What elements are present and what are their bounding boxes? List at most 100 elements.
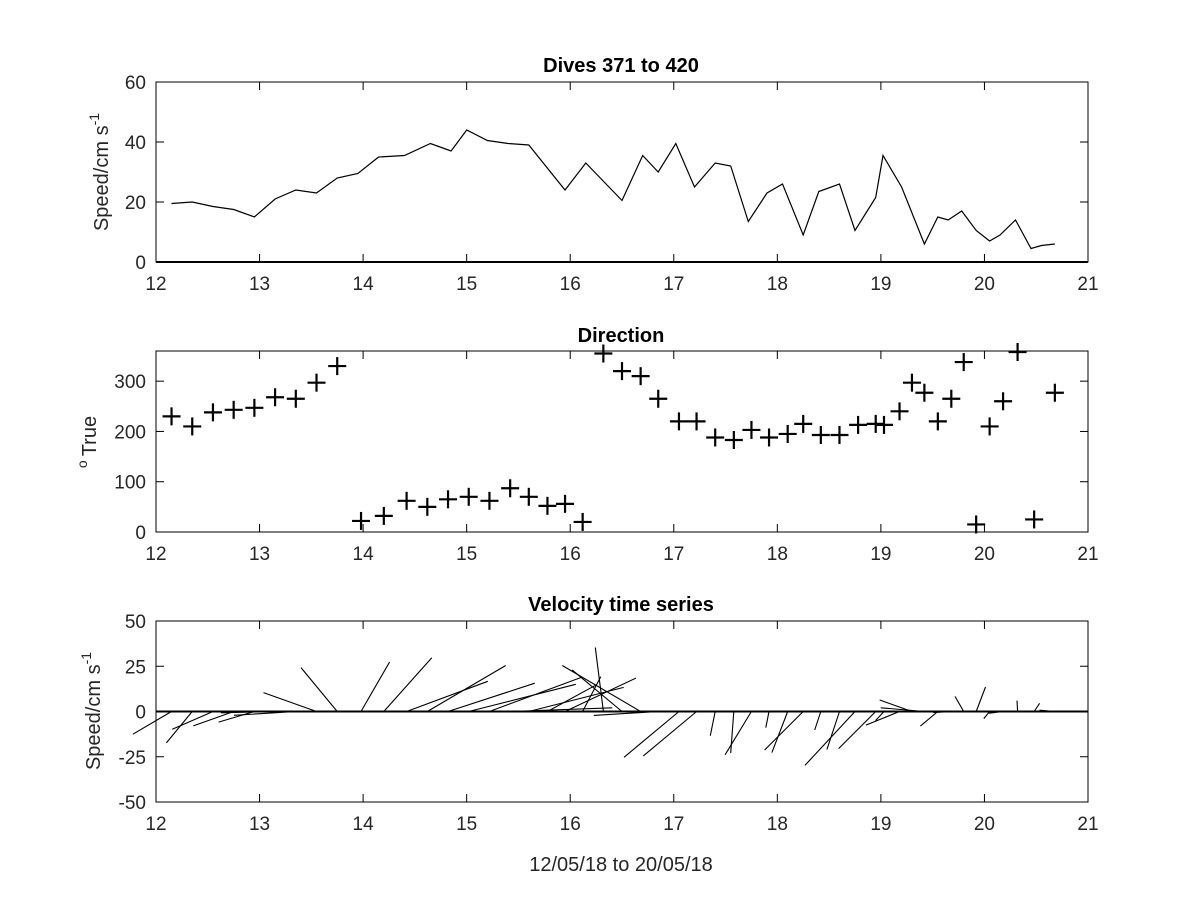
velocity-stick (132, 711, 172, 735)
x-tick-label: 18 (767, 274, 788, 295)
direction-point (374, 506, 393, 525)
velocity-stick (406, 680, 488, 713)
x-tick-label: 21 (1077, 814, 1098, 835)
speed-panel: Dives 371 to 420 Speed/cm s-1 12 13 14 15 16… (86, 55, 1099, 295)
velocity-stick (594, 647, 604, 712)
velocity-stick (383, 657, 433, 712)
velocity-stick (880, 707, 925, 713)
velocity-stick (983, 711, 991, 719)
velocity-stick (468, 683, 576, 713)
direction-point (501, 479, 520, 498)
direction-panel-x-axis: 12 13 14 15 16 17 18 19 20 21 (145, 351, 1099, 565)
velocity-stick (765, 711, 770, 728)
direction-point (397, 491, 416, 510)
velocity-stick (933, 710, 952, 714)
velocity-stick (593, 710, 659, 716)
direction-point (538, 496, 557, 515)
x-tick-label: 17 (663, 814, 684, 835)
x-tick-label: 21 (1077, 274, 1098, 295)
direction-point (328, 357, 347, 376)
direction-point (224, 400, 243, 419)
y-tick-label: -25 (119, 748, 146, 769)
velocity-stick (642, 711, 697, 757)
direction-panel-ylabel: oTrue (74, 416, 101, 468)
direction-point (902, 373, 921, 392)
x-tick-label: 20 (974, 544, 995, 565)
velocity-panel-title: Velocity time series (528, 594, 714, 616)
velocity-stick (709, 711, 716, 736)
direction-point (760, 428, 779, 447)
direction-point (266, 388, 285, 407)
direction-point (724, 430, 743, 449)
velocity-stick (233, 710, 296, 716)
direction-point (830, 425, 849, 444)
direction-point (811, 425, 830, 444)
direction-point (649, 389, 668, 408)
direction-point (849, 415, 868, 434)
direction-point (742, 420, 761, 439)
velocity-stick (193, 710, 234, 727)
x-tick-label: 14 (353, 814, 375, 835)
direction-point (687, 412, 706, 431)
direction-point (439, 490, 458, 509)
velocity-stick (571, 669, 623, 712)
x-tick-label: 12 (145, 814, 166, 835)
x-tick-label: 15 (456, 274, 477, 295)
velocity-stick (814, 711, 822, 731)
y-tick-label: 0 (135, 253, 146, 274)
direction-point (954, 353, 973, 372)
direction-point (1008, 343, 1027, 362)
direction-point (162, 407, 181, 426)
speed-panel-y-axis: 0 20 40 60 (125, 73, 1088, 274)
velocity-panel-marks (132, 647, 1088, 766)
x-tick-label: 19 (870, 814, 891, 835)
direction-point (915, 383, 934, 402)
direction-point (778, 424, 797, 443)
direction-panel-title: Direction (578, 325, 665, 347)
velocity-stick (804, 711, 856, 766)
velocity-stick (875, 711, 885, 721)
direction-point (352, 511, 371, 530)
speed-panel-title: Dives 371 to 420 (543, 55, 699, 77)
y-tick-label: 25 (125, 657, 146, 678)
x-tick-label: 15 (456, 814, 477, 835)
y-tick-label: -50 (119, 793, 146, 814)
y-tick-label: 50 (125, 612, 146, 633)
velocity-stick (771, 711, 789, 753)
x-tick-label: 17 (663, 274, 684, 295)
velocity-stick (582, 676, 602, 712)
speed-series-line (171, 129, 1055, 250)
x-tick-label: 20 (974, 274, 995, 295)
velocity-stick (427, 665, 506, 712)
direction-point (480, 491, 499, 510)
velocity-stick (1039, 709, 1055, 713)
direction-point (519, 487, 538, 506)
speed-panel-ylabel: Speed/cm s-1 (86, 113, 113, 231)
x-tick-label: 14 (353, 274, 375, 295)
x-tick-label: 15 (456, 544, 477, 565)
y-tick-label: 40 (125, 133, 146, 154)
velocity-stick (489, 676, 583, 713)
x-tick-label: 12 (145, 274, 166, 295)
direction-point (706, 428, 725, 447)
velocity-stick (510, 707, 613, 713)
velocity-stick (220, 710, 276, 714)
direction-point (928, 412, 947, 431)
x-tick-label: 14 (353, 544, 375, 565)
x-tick-label: 13 (249, 544, 270, 565)
y-tick-label: 0 (135, 703, 146, 724)
y-tick-label: 0 (135, 523, 146, 544)
direction-point (307, 373, 326, 392)
velocity-stick (975, 686, 987, 712)
velocity-stick (564, 677, 637, 712)
direction-point (967, 515, 986, 534)
direction-panel-frame (155, 350, 1089, 533)
speed-panel-frame (155, 81, 1089, 263)
x-tick-label: 16 (560, 544, 581, 565)
x-tick-label: 19 (870, 544, 891, 565)
direction-point (980, 417, 999, 436)
x-tick-label: 13 (249, 274, 270, 295)
velocity-panel-xlabel: 12/05/18 to 20/05/18 (529, 854, 713, 876)
velocity-stick (172, 710, 214, 730)
